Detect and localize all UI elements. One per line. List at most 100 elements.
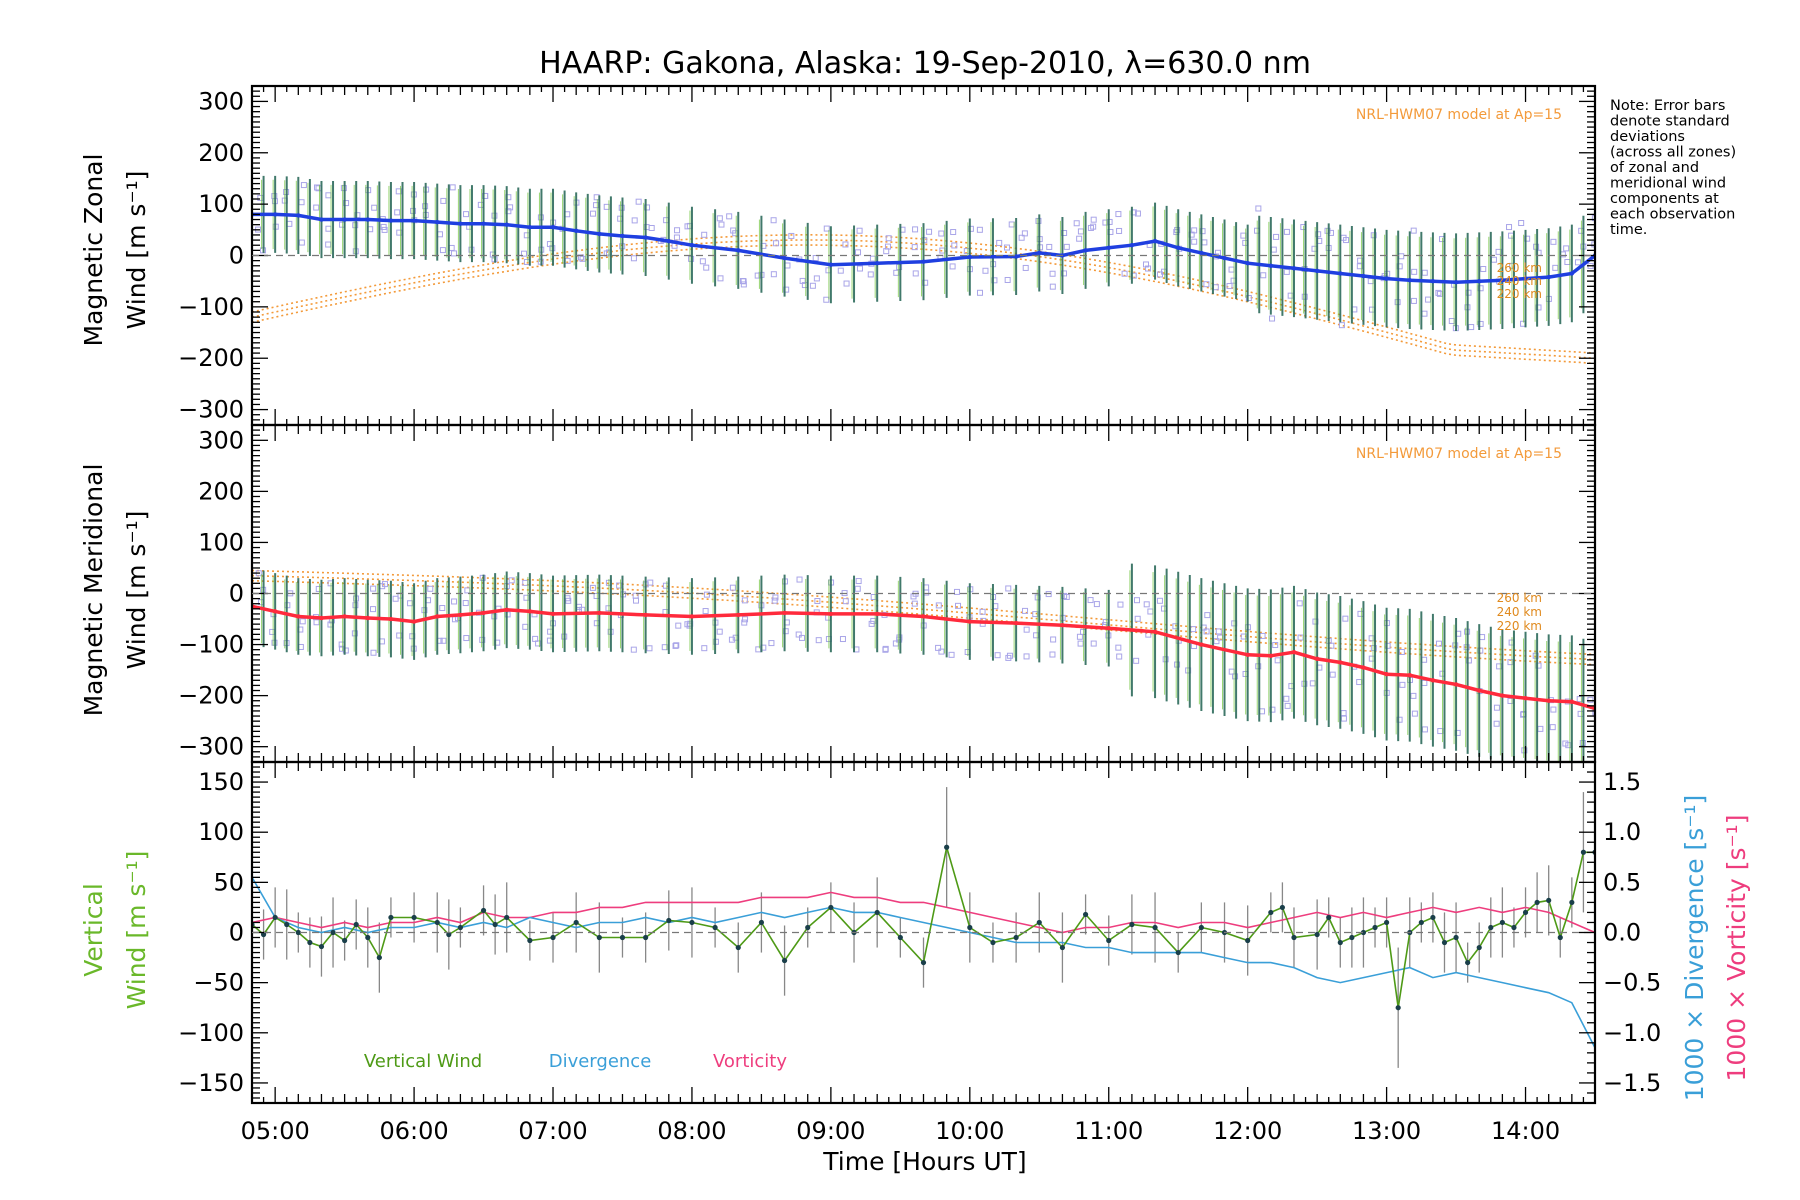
vertical-y2tick-label: 0.5 [1603, 868, 1641, 896]
zone-sample [812, 255, 819, 262]
legend-item: Divergence [549, 1051, 652, 1072]
vertical-wind-point [492, 921, 498, 928]
zone-sample [912, 226, 919, 233]
meridional-ytick-label: 100 [198, 528, 244, 556]
zone-sample [1552, 264, 1559, 271]
zone-sample [1284, 702, 1291, 709]
zone-sample [381, 226, 388, 233]
meridional-mean-wind-point [1060, 622, 1065, 628]
zone-sample [855, 249, 862, 256]
vertical-wind-line [252, 847, 1595, 1008]
vertical-wind-point [388, 914, 394, 921]
zone-sample [579, 255, 586, 262]
zone-sample [589, 584, 596, 591]
meridional-mean-wind-point [689, 614, 695, 619]
zone-sample [675, 622, 682, 629]
vertical-wind-point [1372, 924, 1378, 931]
zone-sample [1032, 611, 1039, 618]
zone-sample [1410, 297, 1417, 304]
meridional-ylabel-line1: Magnetic Meridional [79, 464, 108, 717]
vertical-wind-point [689, 919, 695, 926]
meridional-ytick-label: 0 [229, 580, 244, 608]
zone-sample [1587, 696, 1594, 703]
zone-sample [371, 204, 378, 211]
zonal-model-altitude-label: 260 km [1497, 261, 1542, 275]
meridional-model-altitude-label: 240 km [1497, 605, 1542, 619]
vertical-wind-point [1314, 931, 1320, 938]
zone-sample [450, 250, 457, 257]
zonal-model-label: NRL-HWM07 model at Ap=15 [1356, 107, 1562, 123]
zonal-mean-wind-point [1569, 271, 1575, 276]
x-tick-label: 05:00 [241, 1117, 310, 1145]
zone-sample [1272, 642, 1279, 649]
zonal-mean-wind-point [597, 231, 602, 237]
vertical-ylabel-line1: Vertical [79, 883, 108, 977]
zone-sample [644, 204, 651, 211]
zonal-mean-wind-point [1477, 278, 1482, 284]
right-ylabels: 1000 × Divergence [s⁻¹] 1000 × Vorticity… [1680, 795, 1751, 1102]
zonal-mean-wind-point [296, 213, 301, 218]
zone-sample [299, 618, 306, 625]
meridional-ytick-label: 200 [198, 477, 244, 505]
zone-sample [1274, 657, 1281, 664]
zone-sample [632, 597, 639, 604]
meridional-ytick-label: 300 [198, 426, 244, 454]
zone-sample [1468, 324, 1475, 331]
meridional-mean-wind-point [411, 619, 417, 624]
zone-sample [1023, 653, 1030, 660]
vertical-wind-point [1476, 944, 1482, 951]
vertical-ytick-label: −100 [178, 1019, 244, 1047]
zone-sample [1245, 295, 1252, 302]
meridional-mean-wind-point [1013, 620, 1019, 626]
vorticity-axis-label: 1000 × Vorticity [s⁻¹] [1722, 815, 1751, 1082]
vertical-wind-point [1129, 921, 1135, 928]
zonal-wind-panel: −300 −200 −100 0 100 200 300 NRL-HWM07 model at… [178, 84, 1597, 427]
vertical-wind-point [1349, 934, 1355, 941]
zone-sample [1003, 244, 1010, 251]
zone-sample [1022, 607, 1029, 614]
zonal-mean-wind-point [1338, 271, 1343, 276]
meridional-mean-wind-point [1152, 629, 1158, 634]
zone-sample [523, 232, 530, 239]
note-line: each observation [1610, 207, 1735, 223]
zone-sample [1384, 642, 1391, 649]
meridional-mean-wind-point [504, 607, 509, 613]
zonal-model-altitude-label: 240 km [1497, 274, 1542, 288]
vertical-wind-point [1534, 899, 1540, 906]
zone-sample [1480, 266, 1487, 273]
vertical-wind-point [619, 934, 626, 941]
zone-sample [508, 577, 515, 584]
zone-sample [854, 585, 861, 592]
zone-sample [1204, 612, 1211, 619]
x-tick-label: 11:00 [1074, 1117, 1143, 1145]
zonal-mean-wind-point [1384, 276, 1389, 281]
meridional-mean-wind-point [296, 614, 301, 619]
vertical-wind-point [527, 937, 533, 944]
meridional-mean-wind-point [319, 615, 324, 621]
vertical-ytick-label: −150 [178, 1069, 244, 1097]
zone-sample [1411, 268, 1418, 275]
vertical-ytick-label: −50 [193, 969, 244, 997]
zone-sample [257, 194, 264, 201]
zone-sample [325, 225, 332, 232]
zonal-mean-wind-point [1129, 243, 1135, 248]
zone-sample [884, 243, 891, 250]
vertical-wind-point [1013, 934, 1019, 941]
zone-sample [784, 262, 791, 269]
zone-sample [1301, 680, 1308, 687]
zone-sample [938, 648, 945, 655]
vertical-wind-point [1059, 944, 1066, 951]
x-tick-label: 12:00 [1213, 1117, 1282, 1145]
zone-sample [842, 598, 849, 605]
vertical-wind-point [330, 929, 336, 936]
zone-sample [325, 241, 332, 248]
vertical-wind-point [1268, 909, 1274, 916]
divergence-axis-label: 1000 × Divergence [s⁻¹] [1680, 795, 1709, 1102]
zonal-ytick-label: 300 [198, 87, 244, 115]
vertical-y2tick-label: −1.0 [1603, 1019, 1661, 1047]
zone-sample [1191, 238, 1198, 245]
zonal-ytick-label: 0 [229, 242, 244, 270]
zone-sample [451, 598, 458, 605]
zone-sample [1338, 322, 1345, 329]
zonal-mean-wind-point [481, 221, 486, 226]
